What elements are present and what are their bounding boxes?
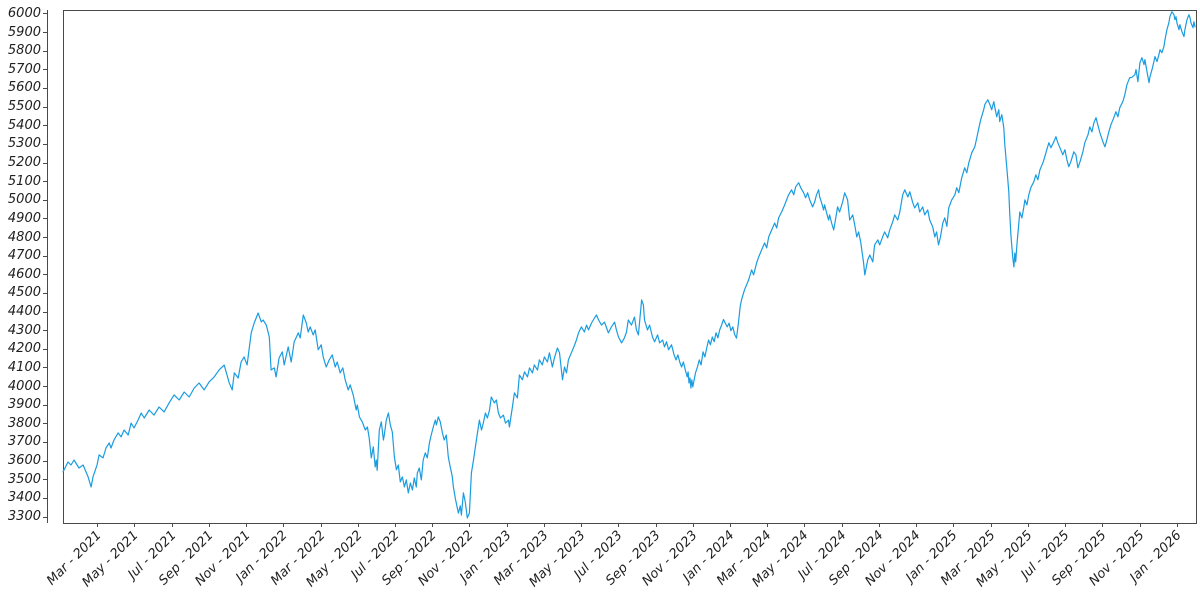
y-tick-label: 5700 xyxy=(7,61,41,77)
y-tick xyxy=(43,311,47,313)
y-tick xyxy=(43,218,47,220)
y-tick-label: 3700 xyxy=(7,434,41,450)
y-tick xyxy=(43,106,47,108)
y-tick xyxy=(43,50,47,52)
y-tick-label: 5800 xyxy=(7,43,41,59)
y-tick-label: 5500 xyxy=(7,99,41,115)
y-tick xyxy=(43,143,47,145)
x-tick xyxy=(320,523,322,527)
y-tick-label: 3600 xyxy=(7,453,41,469)
x-tick xyxy=(767,523,769,527)
x-tick xyxy=(618,523,620,527)
y-tick-label: 4800 xyxy=(7,229,41,245)
y-tick-label: 5400 xyxy=(7,117,41,133)
y-tick xyxy=(43,441,47,443)
x-tick xyxy=(841,523,843,527)
y-tick-label: 4300 xyxy=(7,322,41,338)
y-tick-label: 4700 xyxy=(7,248,41,264)
y-tick-label: 4600 xyxy=(7,266,41,282)
y-tick xyxy=(43,348,47,350)
x-tick xyxy=(208,523,210,527)
x-tick xyxy=(990,523,992,527)
y-tick xyxy=(43,386,47,387)
x-tick xyxy=(394,523,396,527)
y-tick xyxy=(43,32,47,33)
y-tick xyxy=(43,13,47,15)
x-tick xyxy=(432,523,434,527)
y-tick xyxy=(43,181,47,183)
x-tick xyxy=(916,523,918,527)
x-tick xyxy=(246,523,247,527)
x-tick xyxy=(1102,523,1104,527)
y-axis-spine xyxy=(47,10,48,523)
y-tick xyxy=(43,516,47,518)
y-tick xyxy=(43,255,47,257)
y-tick xyxy=(43,479,47,481)
x-tick xyxy=(469,523,471,527)
y-tick-label: 5200 xyxy=(7,155,41,170)
y-tick xyxy=(43,274,47,276)
y-tick-label: 5100 xyxy=(7,173,41,189)
y-tick-label: 3400 xyxy=(7,490,41,506)
x-tick xyxy=(506,523,508,527)
y-tick xyxy=(43,330,47,332)
y-tick-label: 5900 xyxy=(7,24,41,40)
x-tick xyxy=(134,523,136,527)
y-tick xyxy=(43,404,47,406)
y-tick xyxy=(43,423,47,425)
price-line-chart xyxy=(62,11,1196,519)
x-tick xyxy=(878,523,880,527)
y-tick-label: 4200 xyxy=(7,341,41,357)
x-tick xyxy=(655,523,657,527)
x-tick xyxy=(1139,523,1141,527)
x-tick xyxy=(283,523,285,527)
x-tick xyxy=(953,523,955,527)
x-tick xyxy=(804,523,806,527)
y-tick xyxy=(43,125,47,127)
y-tick-label: 4000 xyxy=(7,378,41,394)
y-tick xyxy=(43,292,47,294)
price-line xyxy=(62,11,1196,519)
x-tick xyxy=(171,523,173,527)
y-tick xyxy=(43,199,47,201)
x-tick xyxy=(581,523,583,527)
y-tick-label: 4400 xyxy=(7,304,41,319)
x-tick xyxy=(357,523,359,527)
x-tick xyxy=(730,523,731,527)
y-tick-label: 5000 xyxy=(7,192,41,208)
y-tick xyxy=(43,69,47,71)
plot-area xyxy=(63,10,1197,524)
y-tick-label: 4500 xyxy=(7,285,41,301)
x-tick xyxy=(543,523,545,527)
y-tick xyxy=(43,367,47,369)
y-tick-label: 4100 xyxy=(7,359,41,375)
y-tick xyxy=(43,237,47,238)
y-tick-label: 3300 xyxy=(7,509,41,524)
y-tick-label: 3900 xyxy=(7,397,41,413)
x-tick xyxy=(692,523,694,527)
y-tick xyxy=(43,497,47,499)
x-tick xyxy=(1065,523,1067,527)
x-tick xyxy=(1176,523,1178,527)
y-tick xyxy=(43,460,47,462)
y-tick-label: 3800 xyxy=(7,415,41,431)
y-tick-label: 5300 xyxy=(7,136,41,152)
x-tick xyxy=(1027,523,1029,527)
y-tick xyxy=(43,162,47,164)
y-tick-label: 4900 xyxy=(7,210,41,226)
y-tick xyxy=(43,87,47,89)
y-tick-label: 3500 xyxy=(7,471,41,487)
y-tick-label: 5600 xyxy=(7,80,41,96)
y-tick-label: 6000 xyxy=(7,5,41,21)
x-tick xyxy=(97,523,99,527)
